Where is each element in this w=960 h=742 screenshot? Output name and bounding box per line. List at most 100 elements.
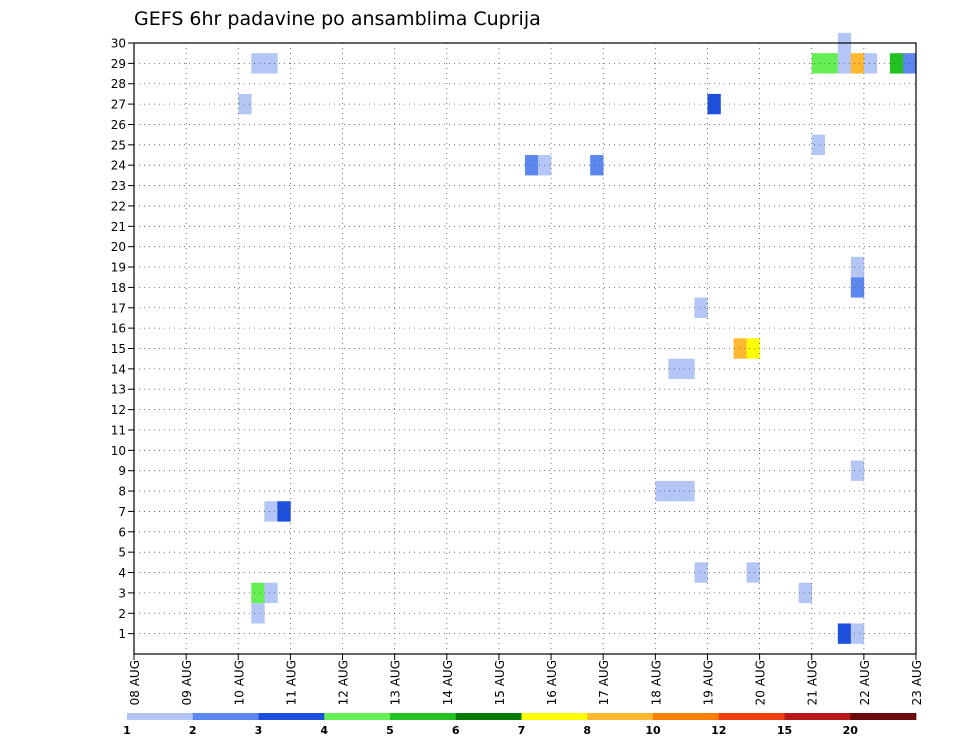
x-tick-label: 13 AUG xyxy=(389,660,403,705)
colorbar-segment xyxy=(192,713,259,720)
y-tick-label: 5 xyxy=(118,546,126,560)
colorbar-segment xyxy=(718,713,785,720)
colorbar-label: 5 xyxy=(386,724,394,737)
y-tick-label: 13 xyxy=(111,383,126,397)
data-cell xyxy=(251,582,265,604)
data-cell xyxy=(264,582,278,604)
grid-lines xyxy=(134,43,916,654)
y-tick-label: 26 xyxy=(111,118,126,132)
colorbar-label: 7 xyxy=(518,724,526,737)
data-cell xyxy=(811,134,826,156)
colorbar-segment xyxy=(850,713,917,720)
data-cell xyxy=(850,277,865,298)
y-tick-label: 6 xyxy=(118,525,126,539)
y-tick-label: 24 xyxy=(111,159,126,173)
y-tick-label: 18 xyxy=(111,281,126,295)
x-tick-label: 20 AUG xyxy=(754,660,768,705)
y-tick-label: 20 xyxy=(111,240,126,254)
chart-title: GEFS 6hr padavine po ansamblima Cuprija xyxy=(134,8,541,30)
y-tick-label: 15 xyxy=(111,342,126,356)
data-cell xyxy=(525,155,539,176)
y-tick-label: 16 xyxy=(111,322,126,336)
data-cell xyxy=(694,562,708,583)
data-cell xyxy=(681,480,695,502)
colorbar-label: 1 xyxy=(123,724,131,737)
x-tick-label: 18 AUG xyxy=(649,660,663,705)
x-tick-label: 12 AUG xyxy=(337,660,351,705)
x-tick-label: 21 AUG xyxy=(806,660,820,705)
y-tick-label: 23 xyxy=(111,179,126,193)
data-cell xyxy=(668,480,682,502)
x-tick-label: 16 AUG xyxy=(545,660,559,705)
x-tick-label: 10 AUG xyxy=(232,660,246,705)
colorbar-segment xyxy=(324,713,391,720)
data-cell xyxy=(590,155,604,176)
y-tick-label: 11 xyxy=(111,423,126,437)
x-tick-label: 08 AUG xyxy=(128,660,142,705)
data-cell xyxy=(798,582,813,604)
data-cell xyxy=(251,53,265,74)
colorbar-label: 20 xyxy=(843,724,859,737)
colorbar-segment xyxy=(587,713,654,720)
colorbar-segment xyxy=(521,713,588,720)
data-cell xyxy=(655,480,669,502)
colorbar-label: 8 xyxy=(583,724,591,737)
data-cell xyxy=(811,53,826,74)
data-cell xyxy=(668,358,682,380)
data-cell xyxy=(889,53,904,74)
y-tick-label: 22 xyxy=(111,199,126,213)
colorbar-label: 6 xyxy=(452,724,460,737)
y-tick-label: 12 xyxy=(111,403,126,417)
x-axis: 08 AUG 09 AUG 10 AUG 11 AUG 12 AUG 13 AUG 14 A… xyxy=(128,654,924,705)
data-cell xyxy=(850,53,865,74)
y-tick-label: 14 xyxy=(111,362,126,376)
x-tick-label: 14 AUG xyxy=(441,660,455,705)
colorbar-label: 3 xyxy=(255,724,263,737)
data-cell xyxy=(681,358,695,380)
x-tick-label: 15 AUG xyxy=(493,660,507,705)
data-cell xyxy=(746,338,760,359)
colorbar-segment xyxy=(127,713,194,720)
y-tick-label: 28 xyxy=(111,77,126,91)
data-cell xyxy=(850,256,865,278)
x-tick-label: 22 AUG xyxy=(858,660,872,705)
colorbar-label: 12 xyxy=(711,724,726,737)
y-tick-label: 29 xyxy=(111,57,126,71)
y-tick-label: 25 xyxy=(111,138,126,152)
colorbar-segment xyxy=(784,713,851,720)
data-cell xyxy=(850,460,865,481)
y-tick-label: 19 xyxy=(111,261,126,275)
data-cell xyxy=(746,562,760,583)
y-tick-label: 1 xyxy=(118,627,126,641)
y-tick-label: 8 xyxy=(118,485,126,499)
data-cell xyxy=(251,603,265,624)
data-cell xyxy=(694,297,708,318)
colorbar: 1 2 3 4 5 6 7 8 10 12 15 20 xyxy=(123,713,917,737)
data-cell xyxy=(264,501,278,522)
colorbar-label: 15 xyxy=(777,724,792,737)
x-tick-label: 09 AUG xyxy=(180,660,194,705)
x-tick-label: 17 AUG xyxy=(597,660,611,705)
colorbar-label: 10 xyxy=(645,724,661,737)
x-tick-label: 23 AUG xyxy=(910,660,924,705)
y-tick-label: 4 xyxy=(118,566,126,580)
data-cell xyxy=(824,53,839,74)
y-tick-label: 9 xyxy=(118,464,126,478)
colorbar-label: 4 xyxy=(320,724,328,737)
colorbar-segment xyxy=(258,713,325,720)
y-tick-label: 10 xyxy=(111,444,126,458)
colorbar-segment xyxy=(653,713,720,720)
y-tick-label: 27 xyxy=(111,98,126,112)
data-cell xyxy=(264,53,278,74)
y-tick-label: 7 xyxy=(118,505,126,519)
data-cell xyxy=(863,53,878,74)
x-tick-label: 11 AUG xyxy=(284,660,298,705)
x-tick-label: 19 AUG xyxy=(701,660,715,705)
y-tick-label: 3 xyxy=(118,586,126,600)
y-tick-label: 21 xyxy=(111,220,126,234)
y-axis: 1234567891011121314151617181920212223242… xyxy=(111,37,134,641)
colorbar-segment xyxy=(455,713,522,720)
y-tick-label: 17 xyxy=(111,301,126,315)
heatmap-cells xyxy=(238,32,917,644)
